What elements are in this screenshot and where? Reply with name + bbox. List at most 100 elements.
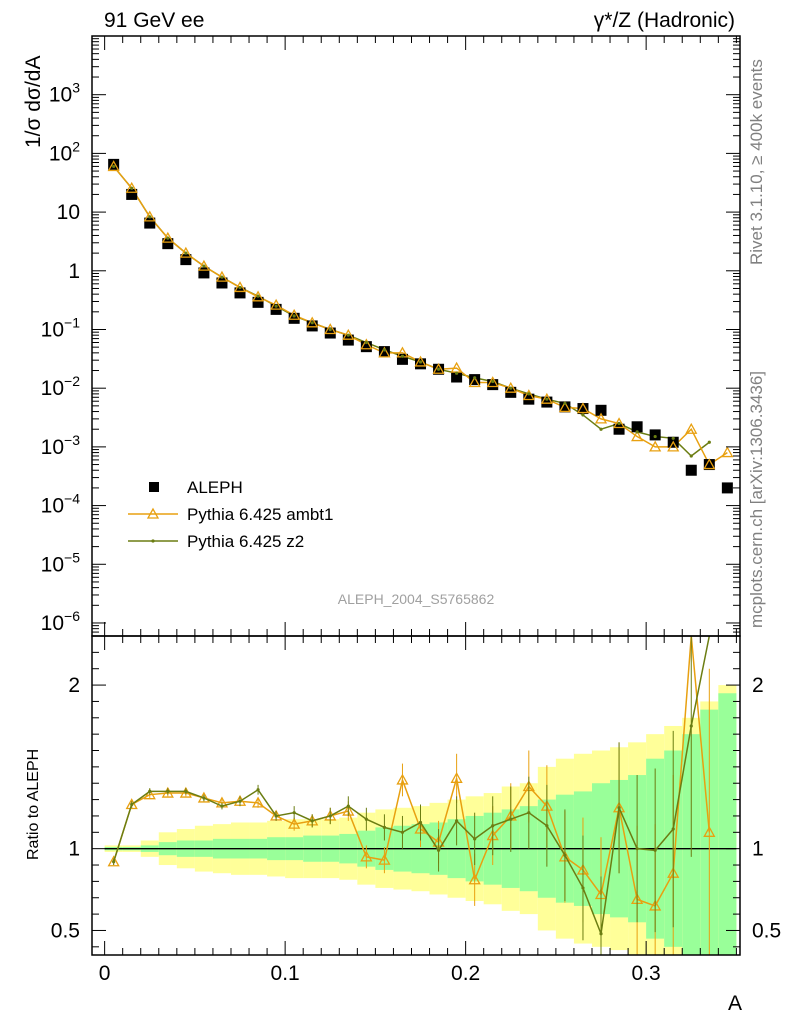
aleph-point [216, 277, 228, 289]
x-tick-label: 0.2 [451, 962, 480, 985]
y-tick-base: 10 [49, 142, 72, 165]
z2-point [220, 275, 224, 279]
z2-point [346, 333, 350, 337]
ambt1-ratio-point [468, 873, 481, 885]
ratio-y-tick-label: 2 [68, 674, 80, 697]
ambt1-point [270, 298, 283, 310]
z2-ratio-point [418, 820, 423, 825]
aleph-point [360, 341, 372, 353]
z2-point [653, 434, 657, 439]
ambt1-point [251, 290, 265, 302]
z2-point [418, 360, 423, 364]
z2-ratio-point [400, 830, 405, 834]
ambt1-ratio-point [378, 853, 391, 865]
y-tick-base: 10 [41, 318, 64, 341]
z2-ratio-point [527, 811, 531, 815]
z2-ratio-point [310, 819, 314, 823]
z2-point [184, 251, 188, 255]
ambt1-point [576, 402, 590, 414]
ambt1-point [215, 270, 229, 282]
y-tick-label: 10−1 [41, 314, 81, 341]
aleph-point [703, 459, 715, 471]
ambt1-point [721, 446, 734, 458]
ambt1-ratio-point [288, 817, 301, 829]
ambt1-ratio-point [703, 825, 716, 837]
z2-ratio-point [166, 789, 170, 794]
ambt1-point [667, 440, 680, 452]
aleph-point [577, 403, 589, 415]
ambt1-line [113, 165, 728, 466]
y-tick-label: 10−3 [41, 432, 81, 459]
ambt1-point [197, 259, 211, 271]
ratio-frame [91, 635, 741, 956]
z2-ratio-point [581, 886, 585, 890]
ambt1-point [107, 160, 120, 172]
ambt1-point [360, 338, 373, 350]
ambt1-point [179, 246, 192, 258]
header-left-label: 91 GeV ee [104, 9, 204, 32]
ambt1-ratio-line [112, 635, 711, 907]
ambt1-point [540, 392, 553, 404]
ambt1-point [432, 362, 445, 374]
analysis-label: ALEPH_2004_S5765862 [338, 591, 495, 607]
z2-point [527, 392, 531, 396]
ambt1-point [504, 381, 517, 393]
x-tick-label: 0.3 [632, 962, 661, 985]
aleph-point [126, 188, 138, 200]
z2-ratio-point [509, 817, 513, 821]
z2-point [473, 376, 477, 380]
z2-point [617, 421, 621, 426]
ratio-y-tick-label: 0.5 [51, 919, 80, 942]
z2-ratio-line [112, 635, 711, 937]
aleph-point [378, 346, 390, 358]
z2-point [148, 215, 152, 219]
y-tick-base: 10 [41, 495, 64, 518]
ambt1-point [342, 328, 355, 340]
ambt1-ratio-point [396, 773, 409, 785]
z2-point [563, 401, 567, 406]
z2-point [491, 379, 495, 384]
z2-point [310, 321, 314, 325]
ambt1-ratio-point [107, 855, 120, 867]
z2-point [292, 314, 296, 318]
aleph-point [721, 482, 733, 494]
ambt1-point [685, 422, 698, 434]
z2-ratio-point [455, 819, 459, 823]
z2-ratio-point [491, 824, 495, 828]
aleph-point [306, 320, 318, 332]
z2-point [328, 327, 332, 332]
legend-label: Pythia 6.425 z2 [187, 532, 304, 551]
y-tick-label: 10−2 [41, 373, 81, 400]
ratio-series-layer [107, 635, 716, 955]
z2-point [545, 397, 549, 401]
ambt1-point [486, 376, 499, 388]
z2-point [256, 294, 260, 298]
y-tick-base: 1 [68, 260, 80, 283]
ambt1-ratio-point [450, 771, 463, 783]
ambt1-point [468, 376, 481, 388]
z2-ratio-point [130, 802, 134, 807]
z2-point [689, 454, 693, 458]
aleph-point [415, 358, 427, 370]
y-tick-exponent: −4 [64, 491, 80, 507]
ambt1-point [233, 281, 247, 293]
ambt1-point [306, 316, 319, 328]
y-tick-base: 10 [41, 612, 64, 635]
z2-ratio-point [473, 837, 477, 841]
ratio-y-tick-label-right: 0.5 [752, 919, 781, 942]
z2-ratio-point [148, 789, 152, 794]
ambt1-point [558, 401, 572, 413]
ambt1-ratio-point [125, 798, 138, 810]
aleph-point [288, 312, 300, 324]
y-tick-label: 10 [57, 201, 80, 224]
aleph-point [108, 158, 120, 170]
z2-point [671, 436, 675, 440]
y-tick-label: 10−5 [41, 549, 81, 576]
ambt1-point [324, 323, 337, 335]
z2-ratio-point [202, 796, 206, 800]
z2-point [130, 186, 134, 190]
aleph-point [631, 421, 643, 433]
y-tick-exponent: −5 [64, 549, 80, 565]
z2-point [238, 285, 242, 290]
ambt1-ratio-point [251, 796, 265, 808]
